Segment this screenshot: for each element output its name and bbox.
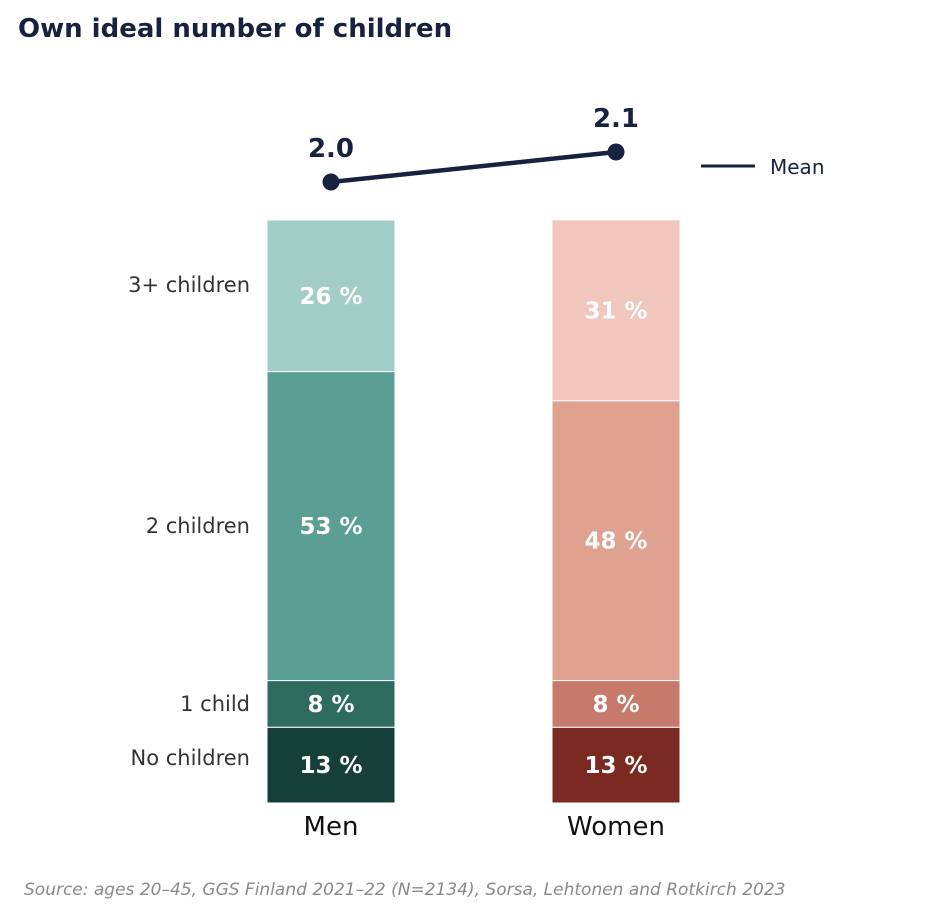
bar-segment — [266, 726, 396, 804]
mean-point — [607, 143, 625, 161]
legend-mean-label: Mean — [770, 155, 825, 179]
bar-value-label: 48 % — [584, 529, 647, 555]
bar-value-label: 31 % — [584, 298, 647, 324]
segment-category-label: 2 children — [146, 514, 250, 538]
bar-segment — [551, 680, 681, 728]
segment-category-label: 3+ children — [128, 273, 250, 297]
mean-point — [322, 173, 340, 191]
bar-value-label: 26 % — [299, 284, 362, 310]
bar-segment — [266, 219, 396, 373]
chart-title: Own ideal number of children — [18, 14, 453, 44]
bar-value-label: 8 % — [307, 692, 354, 718]
bar-segment — [551, 219, 681, 402]
group-label: Women — [567, 812, 665, 842]
segment-category-label: 1 child — [180, 692, 250, 716]
mean-line — [330, 149, 617, 185]
bar-segment — [266, 371, 396, 682]
source-note: Source: ages 20–45, GGS Finland 2021–22 … — [24, 880, 786, 900]
group-label: Men — [304, 812, 359, 842]
segment-category-label: No children — [131, 746, 251, 770]
mean-value-label: 2.1 — [593, 104, 639, 134]
bar-value-label: 53 % — [299, 514, 362, 540]
stacked-bar-chart: 13 % 8 % 53 % 26 % Men 13 % 8 % 48 % 31 % Women No… — [128, 104, 825, 842]
bar-value-label: 8 % — [592, 692, 639, 718]
bar-value-label: 13 % — [299, 753, 362, 779]
bar-segment — [551, 400, 681, 682]
bar-value-label: 13 % — [584, 753, 647, 779]
mean-value-label: 2.0 — [308, 134, 354, 164]
bar-segment — [551, 726, 681, 804]
